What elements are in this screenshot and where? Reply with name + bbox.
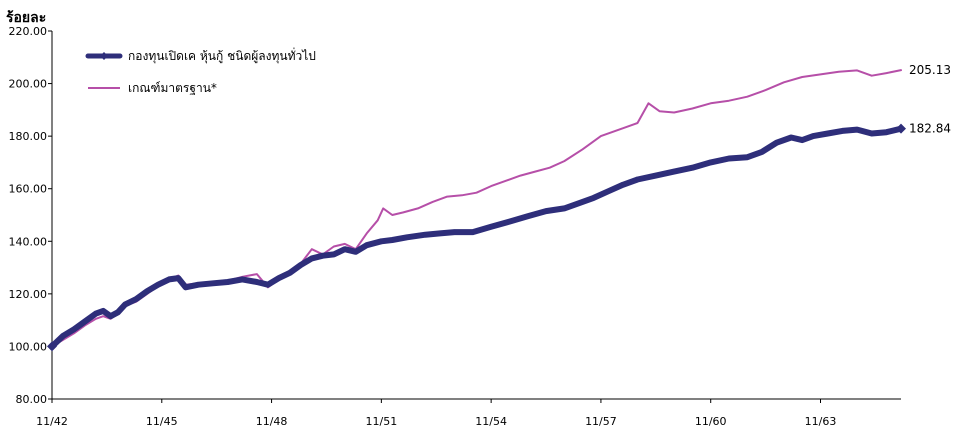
x-tick-label: 11/51	[366, 415, 398, 428]
end-labels: 182.84 205.13	[909, 63, 951, 136]
x-tick-label: 11/48	[256, 415, 288, 428]
y-tick-label: 220.00	[9, 25, 48, 38]
fund-start-marker	[47, 341, 57, 352]
x-tick-label: 11/45	[146, 415, 178, 428]
legend-benchmark-label: เกณฑ์มาตรฐาน*	[128, 81, 217, 95]
y-tick-label: 100.00	[9, 340, 48, 353]
y-axis: 80.00 100.00 120.00 140.00 160.00 180.00 200.0…	[9, 25, 53, 406]
benchmark-series-line	[51, 69, 902, 348]
y-tick-label: 160.00	[9, 183, 48, 196]
benchmark-end-value-label: 205.13	[909, 63, 951, 77]
fund-end-marker	[896, 123, 906, 134]
x-tick-label: 11/60	[695, 415, 727, 428]
x-tick-label: 11/63	[805, 415, 837, 428]
legend-fund-marker	[100, 52, 108, 60]
y-axis-unit-label: ร้อยละ	[6, 10, 46, 26]
y-tick-label: 140.00	[9, 235, 48, 248]
x-tick-label: 11/57	[585, 415, 617, 428]
fund-end-value-label: 182.84	[909, 122, 951, 136]
y-tick-label: 200.00	[9, 78, 48, 91]
plot-area	[47, 69, 906, 352]
y-tick-label: 120.00	[9, 288, 48, 301]
x-tick-label: 11/42	[36, 415, 68, 428]
legend-fund-label: กองทุนเปิดเค หุ้นกู้ ชนิดผู้ลงทุนทั่วไป	[128, 47, 316, 64]
x-axis: 11/42 11/45 11/48 11/51 11/54 11/57 11/60 11/63	[36, 398, 901, 428]
y-tick-label: 80.00	[16, 393, 48, 406]
legend: กองทุนเปิดเค หุ้นกู้ ชนิดผู้ลงทุนทั่วไปเ…	[85, 47, 316, 95]
x-tick-label: 11/54	[475, 415, 507, 428]
fund-series-line	[49, 125, 904, 350]
y-tick-label: 180.00	[9, 130, 48, 143]
